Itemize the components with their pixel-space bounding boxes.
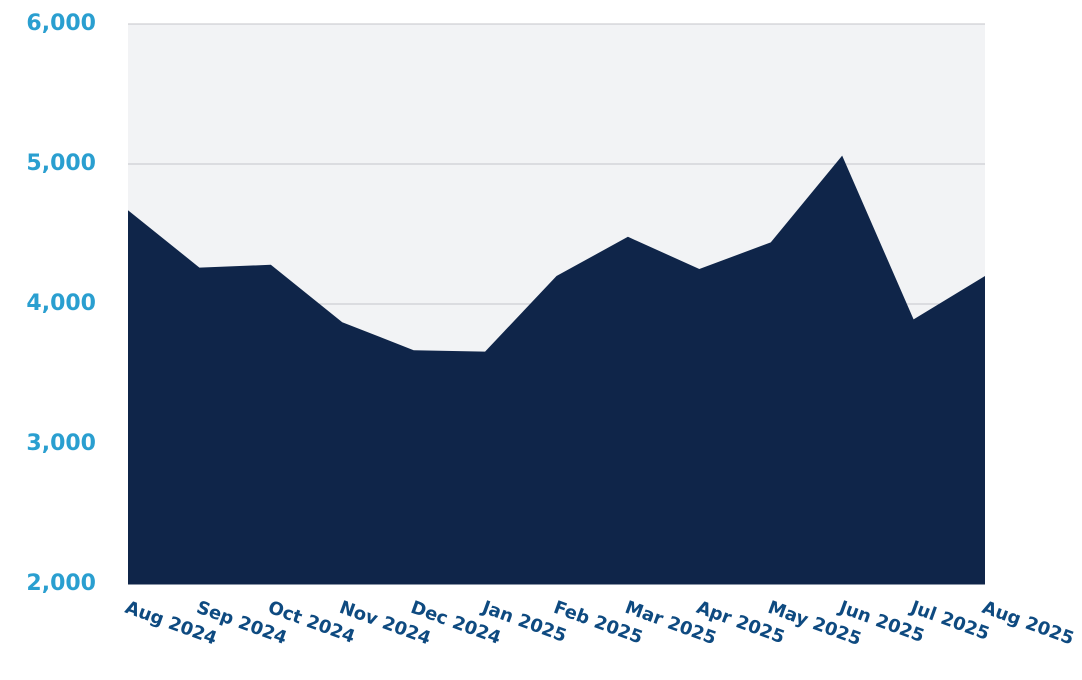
y-tick-label: 2,000 (26, 571, 96, 596)
y-tick-label: 4,000 (26, 291, 96, 316)
x-tick-label: Aug 2025 (979, 597, 1076, 650)
y-tick-label: 3,000 (26, 431, 96, 456)
y-tick-label: 6,000 (26, 11, 96, 36)
area (128, 155, 985, 584)
y-tick-label: 5,000 (26, 151, 96, 176)
